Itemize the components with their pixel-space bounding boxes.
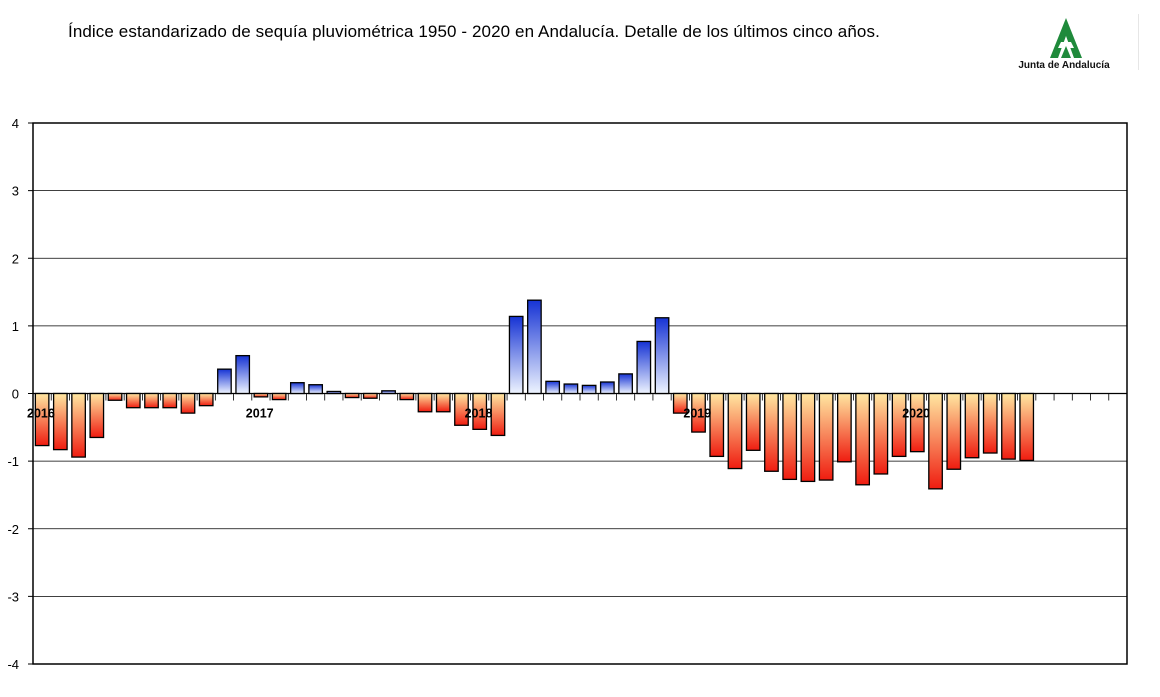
bar bbox=[764, 392, 779, 472]
bar bbox=[891, 392, 907, 458]
bar bbox=[454, 392, 469, 426]
bar bbox=[982, 392, 998, 454]
bar bbox=[618, 373, 633, 395]
bar bbox=[672, 392, 688, 414]
bar bbox=[782, 392, 798, 481]
bar bbox=[599, 381, 615, 395]
bar bbox=[909, 392, 925, 453]
bar bbox=[508, 315, 524, 395]
y-tick-label: 3 bbox=[12, 184, 19, 199]
bar bbox=[527, 299, 542, 395]
y-tick-label: 2 bbox=[12, 251, 19, 266]
bar bbox=[709, 392, 725, 458]
bar bbox=[417, 392, 433, 413]
bar bbox=[362, 392, 378, 399]
divider bbox=[1138, 14, 1139, 70]
bar bbox=[271, 392, 287, 401]
bar bbox=[727, 392, 743, 470]
bar bbox=[654, 317, 670, 395]
labels: 4 3 2 1 0 -1 -2 -3 -4 2016 2017 2018 2019 2020 bbox=[7, 116, 930, 672]
year-label: 2016 bbox=[27, 407, 55, 421]
bar bbox=[435, 392, 451, 413]
bar bbox=[563, 383, 579, 395]
bar bbox=[1019, 392, 1035, 462]
chart-title: Índice estandarizado de sequía pluviomét… bbox=[68, 22, 880, 41]
bar bbox=[217, 368, 232, 395]
bar bbox=[399, 392, 415, 401]
year-label: 2018 bbox=[465, 407, 493, 421]
bar bbox=[381, 390, 396, 395]
bar bbox=[125, 392, 141, 409]
year-label: 2020 bbox=[902, 407, 930, 421]
bar bbox=[745, 392, 761, 451]
year-label: 2017 bbox=[246, 407, 274, 421]
bar bbox=[162, 392, 178, 409]
junta-andalucia-logo: Junta de Andalucía bbox=[1014, 16, 1118, 76]
bar bbox=[71, 392, 86, 458]
bar bbox=[289, 382, 305, 395]
bars bbox=[34, 299, 1035, 490]
bar bbox=[52, 392, 68, 451]
y-tick-label: 1 bbox=[12, 319, 19, 334]
axes bbox=[28, 122, 1128, 665]
bar bbox=[545, 380, 561, 395]
bar bbox=[89, 392, 105, 439]
bar bbox=[198, 392, 214, 407]
bar bbox=[1001, 392, 1016, 460]
y-tick-label: 4 bbox=[12, 116, 19, 131]
bar bbox=[344, 392, 360, 399]
bar bbox=[818, 392, 834, 481]
bar bbox=[253, 392, 269, 398]
bar bbox=[308, 384, 324, 395]
bar bbox=[855, 392, 871, 486]
y-tick-label: -3 bbox=[7, 589, 19, 604]
junta-logo-icon bbox=[1050, 18, 1082, 58]
bar bbox=[180, 392, 196, 414]
bar bbox=[235, 354, 251, 395]
y-tick-label: -4 bbox=[7, 657, 19, 672]
bar bbox=[836, 392, 852, 463]
bar bbox=[691, 392, 706, 433]
logo-text: Junta de Andalucía bbox=[1018, 60, 1110, 71]
y-tick-label: -2 bbox=[7, 522, 19, 537]
bar bbox=[928, 392, 943, 490]
bar bbox=[472, 392, 488, 430]
bar bbox=[964, 392, 980, 459]
bar bbox=[946, 392, 962, 470]
bar bbox=[144, 392, 159, 409]
bar bbox=[800, 392, 816, 483]
bar bbox=[873, 392, 889, 475]
bar bbox=[636, 340, 652, 395]
bar bbox=[490, 392, 506, 437]
y-tick-label: 0 bbox=[12, 387, 19, 402]
bar bbox=[107, 392, 123, 401]
year-label: 2019 bbox=[683, 407, 711, 421]
bar bbox=[34, 392, 50, 447]
bar bbox=[581, 384, 597, 395]
bar bbox=[326, 390, 342, 395]
y-tick-label: -1 bbox=[7, 454, 19, 469]
